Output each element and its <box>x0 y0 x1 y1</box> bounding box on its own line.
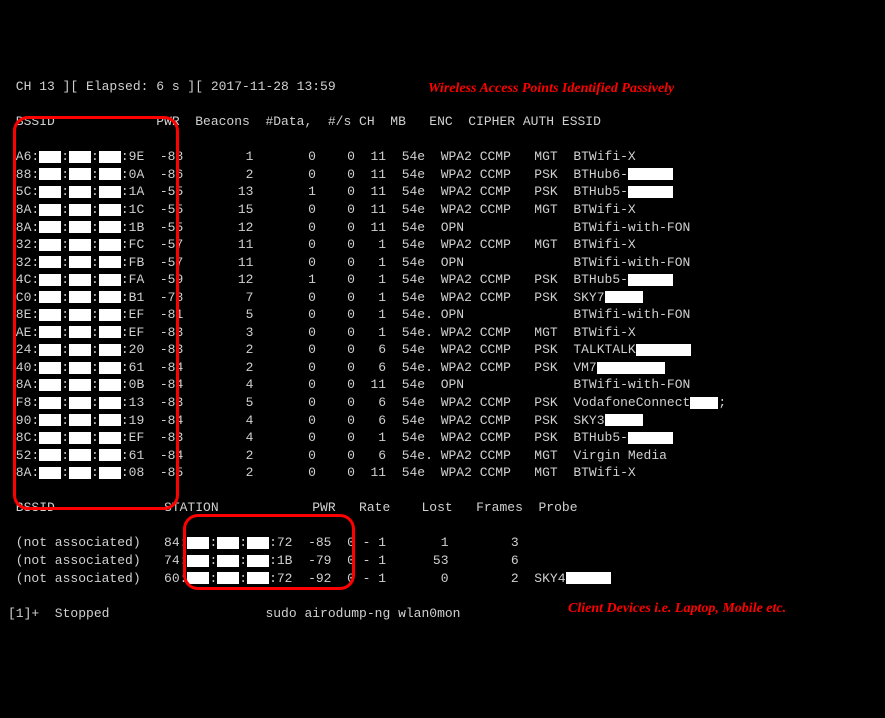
ap-row: A6::::9E -88 1 0 0 11 54e WPA2 CCMP MGT … <box>8 148 877 166</box>
blank-line <box>8 482 877 500</box>
ap-row: 8A::::0B -84 4 0 0 11 54e OPN BTWifi-wit… <box>8 376 877 394</box>
ap-row: 32::::FB -57 11 0 0 1 54e OPN BTWifi-wit… <box>8 254 877 272</box>
ap-row: C0::::B1 -78 7 0 0 1 54e WPA2 CCMP PSK S… <box>8 289 877 307</box>
footer-line: [1]+ Stopped sudo airodump-ng wlan0mon <box>8 605 877 623</box>
blank-line <box>8 131 877 149</box>
terminal-output: CH 13 ][ Elapsed: 6 s ][ 2017-11-28 13:5… <box>8 78 877 622</box>
station-row: (not associated) 74::::1B -79 0 - 1 53 6 <box>8 552 877 570</box>
ap-row: 40::::61 -84 2 0 0 6 54e. WPA2 CCMP PSK … <box>8 359 877 377</box>
ap-row: 8C::::EF -83 4 0 0 1 54e WPA2 CCMP PSK B… <box>8 429 877 447</box>
ap-row: 4C::::FA -59 12 1 0 1 54e WPA2 CCMP PSK … <box>8 271 877 289</box>
ap-row: 8A::::1B -55 12 0 0 11 54e OPN BTWifi-wi… <box>8 219 877 237</box>
ap-row: 5C::::1A -55 13 1 0 11 54e WPA2 CCMP PSK… <box>8 183 877 201</box>
ap-row: 90::::19 -84 4 0 0 6 54e WPA2 CCMP PSK S… <box>8 412 877 430</box>
ap-row: 24::::20 -83 2 0 0 6 54e WPA2 CCMP PSK T… <box>8 341 877 359</box>
station-row: (not associated) 60::::72 -92 0 - 1 0 2 … <box>8 570 877 588</box>
station-header-row: BSSID STATION PWR Rate Lost Frames Probe <box>8 499 877 517</box>
ap-row: F8::::13 -83 5 0 0 6 54e WPA2 CCMP PSK V… <box>8 394 877 412</box>
ap-row: 88::::0A -86 2 0 0 11 54e WPA2 CCMP PSK … <box>8 166 877 184</box>
ap-row: 8E::::EF -81 5 0 0 1 54e. OPN BTWifi-wit… <box>8 306 877 324</box>
ap-row: 8A::::08 -85 2 0 0 11 54e WPA2 CCMP MGT … <box>8 464 877 482</box>
station-row: (not associated) 84::::72 -85 0 - 1 1 3 <box>8 534 877 552</box>
status-line: CH 13 ][ Elapsed: 6 s ][ 2017-11-28 13:5… <box>8 78 877 96</box>
ap-row: 8A::::1C -55 15 0 0 11 54e WPA2 CCMP MGT… <box>8 201 877 219</box>
blank-line <box>8 517 877 535</box>
ap-row: 52::::61 -84 2 0 0 6 54e. WPA2 CCMP MGT … <box>8 447 877 465</box>
ap-row: 32::::FC -57 11 0 0 1 54e WPA2 CCMP MGT … <box>8 236 877 254</box>
ap-row: AE::::EF -83 3 0 0 1 54e. WPA2 CCMP MGT … <box>8 324 877 342</box>
ap-header-row: BSSID PWR Beacons #Data, #/s CH MB ENC C… <box>8 113 877 131</box>
blank-line <box>8 587 877 605</box>
blank-line <box>8 96 877 114</box>
